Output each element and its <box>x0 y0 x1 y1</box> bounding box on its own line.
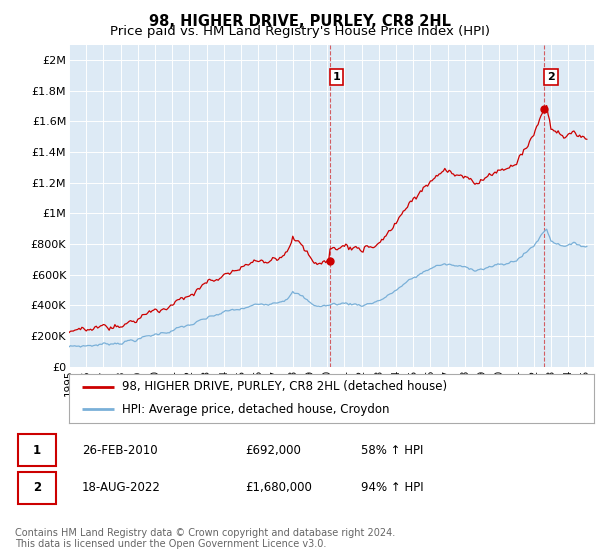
Text: 58% ↑ HPI: 58% ↑ HPI <box>361 444 424 457</box>
Text: 26-FEB-2010: 26-FEB-2010 <box>82 444 157 457</box>
Text: 98, HIGHER DRIVE, PURLEY, CR8 2HL (detached house): 98, HIGHER DRIVE, PURLEY, CR8 2HL (detac… <box>121 380 446 393</box>
Text: 18-AUG-2022: 18-AUG-2022 <box>82 481 161 494</box>
Text: 2: 2 <box>32 481 41 494</box>
Text: £692,000: £692,000 <box>245 444 301 457</box>
Text: £1,680,000: £1,680,000 <box>245 481 311 494</box>
Text: 1: 1 <box>32 444 41 457</box>
Text: 98, HIGHER DRIVE, PURLEY, CR8 2HL: 98, HIGHER DRIVE, PURLEY, CR8 2HL <box>149 14 451 29</box>
FancyBboxPatch shape <box>18 472 56 503</box>
Text: Price paid vs. HM Land Registry's House Price Index (HPI): Price paid vs. HM Land Registry's House … <box>110 25 490 39</box>
Text: HPI: Average price, detached house, Croydon: HPI: Average price, detached house, Croy… <box>121 403 389 416</box>
Text: 94% ↑ HPI: 94% ↑ HPI <box>361 481 424 494</box>
FancyBboxPatch shape <box>18 435 56 466</box>
Text: Contains HM Land Registry data © Crown copyright and database right 2024.
This d: Contains HM Land Registry data © Crown c… <box>15 528 395 549</box>
Text: 1: 1 <box>332 72 340 82</box>
Text: 2: 2 <box>547 72 555 82</box>
